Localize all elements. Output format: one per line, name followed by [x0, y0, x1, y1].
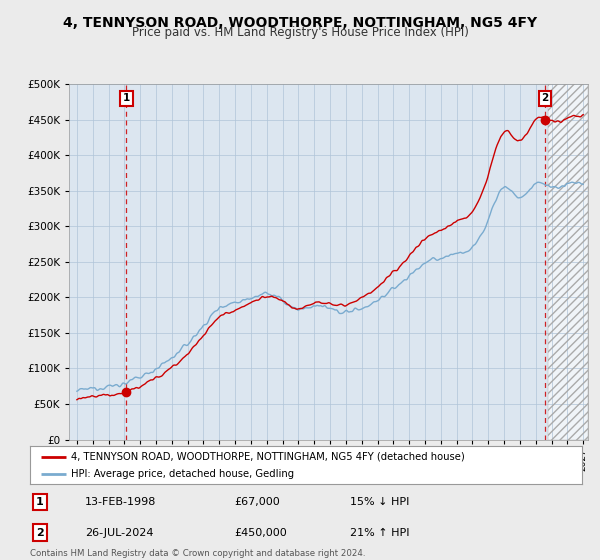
Text: 15% ↓ HPI: 15% ↓ HPI: [350, 497, 410, 507]
Text: 4, TENNYSON ROAD, WOODTHORPE, NOTTINGHAM, NG5 4FY: 4, TENNYSON ROAD, WOODTHORPE, NOTTINGHAM…: [63, 16, 537, 30]
Text: 1: 1: [122, 93, 130, 103]
Text: £450,000: £450,000: [234, 528, 287, 538]
Text: 4, TENNYSON ROAD, WOODTHORPE, NOTTINGHAM, NG5 4FY (detached house): 4, TENNYSON ROAD, WOODTHORPE, NOTTINGHAM…: [71, 451, 465, 461]
Text: 26-JUL-2024: 26-JUL-2024: [85, 528, 154, 538]
Text: 1: 1: [36, 497, 44, 507]
Text: 21% ↑ HPI: 21% ↑ HPI: [350, 528, 410, 538]
Text: 13-FEB-1998: 13-FEB-1998: [85, 497, 157, 507]
Text: £67,000: £67,000: [234, 497, 280, 507]
Text: HPI: Average price, detached house, Gedling: HPI: Average price, detached house, Gedl…: [71, 469, 295, 479]
Text: 2: 2: [36, 528, 44, 538]
Text: 2: 2: [541, 93, 548, 103]
Text: Price paid vs. HM Land Registry's House Price Index (HPI): Price paid vs. HM Land Registry's House …: [131, 26, 469, 39]
Text: Contains HM Land Registry data © Crown copyright and database right 2024.
This d: Contains HM Land Registry data © Crown c…: [30, 549, 365, 560]
